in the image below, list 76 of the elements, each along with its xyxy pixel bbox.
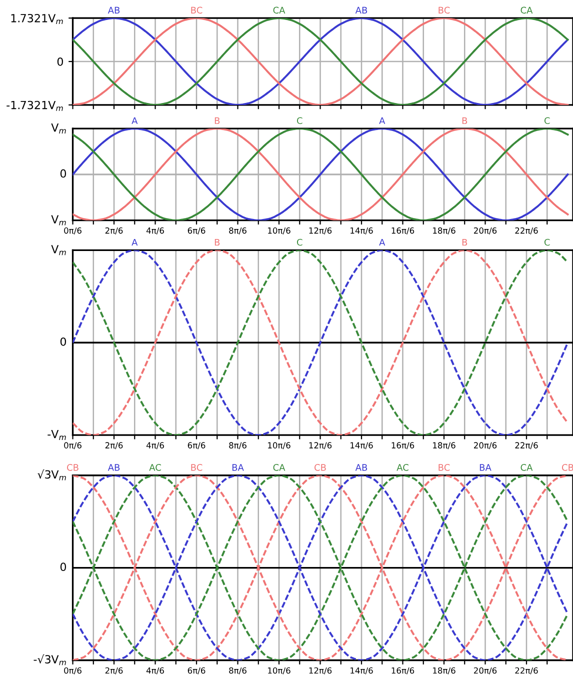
x-tick-label: 10π/6 <box>268 442 290 450</box>
x-tick-label: 18π/6 <box>433 442 456 450</box>
text: BC <box>438 464 450 471</box>
text: V$_{m}$ <box>51 245 66 256</box>
text: -V$_{m}$ <box>48 430 66 440</box>
x-tick-label: 22π/6 <box>515 667 538 674</box>
series-label: BA <box>480 464 492 471</box>
x-tick-label: 12π/6 <box>309 227 332 234</box>
x-tick-label: 4π/6 <box>146 227 164 234</box>
x-tick-label: 6π/6 <box>188 227 206 234</box>
x-tick-label: 10π/6 <box>268 667 290 674</box>
x-tick-label: 0π/6 <box>64 227 82 234</box>
text: A <box>379 238 386 246</box>
text: -√3V$_{m}$ <box>34 654 66 666</box>
x-tick-label: 22π/6 <box>515 227 538 234</box>
y-tick-label: -1.7321V$_{m}$ <box>6 100 63 111</box>
x-tick-label: 4π/6 <box>146 442 164 450</box>
series-label: A <box>132 117 138 124</box>
text: AB <box>355 464 368 471</box>
x-tick-label: 12π/6 <box>309 667 332 674</box>
x-tick-label: 10π/6 <box>268 227 290 234</box>
series-label: BC <box>191 6 202 14</box>
series-label: A <box>132 238 138 246</box>
text: CB <box>67 464 78 471</box>
y-tick-label: 0 <box>57 57 64 66</box>
text: CB <box>562 464 573 471</box>
x-tick-label: 14π/6 <box>350 227 373 234</box>
x-tick-label: 2π/6 <box>105 442 123 450</box>
x-tick-label: 20π/6 <box>474 667 497 674</box>
series-label: B <box>462 238 468 246</box>
text: B <box>214 238 220 246</box>
series-label: B <box>462 117 468 124</box>
x-tick-label: 16π/6 <box>392 667 414 674</box>
text: √3V$_{m}$ <box>38 469 66 480</box>
y-tick-label: 1.7321V$_{m}$ <box>11 14 63 24</box>
x-tick-label: 22π/6 <box>515 442 538 450</box>
series-label: CB <box>314 464 326 471</box>
x-tick-label: 0π/6 <box>64 442 82 450</box>
x-tick-label: 2π/6 <box>105 667 123 674</box>
x-tick-label: 20π/6 <box>474 227 497 234</box>
text: AC <box>149 464 161 471</box>
x-tick-label: 16π/6 <box>392 442 414 450</box>
x-tick-label: 18π/6 <box>433 667 456 674</box>
series-label: C <box>544 117 550 124</box>
text: V$_{m}$ <box>51 215 66 226</box>
series-label: AB <box>108 464 120 471</box>
text: CA <box>520 6 533 14</box>
text: V$_{m}$ <box>51 124 66 134</box>
x-tick-label: 2π/6 <box>105 227 123 234</box>
series-label: CA <box>273 6 286 14</box>
text: BA <box>232 464 244 471</box>
series-label: CA <box>273 464 286 471</box>
x-tick-label: 0π/6 <box>64 667 82 674</box>
text: C <box>296 117 302 124</box>
x-tick-label: 8π/6 <box>229 442 246 450</box>
text: BC <box>438 6 450 14</box>
x-tick-label: 12π/6 <box>309 442 332 450</box>
series-label: AC <box>396 464 408 471</box>
text: C <box>296 238 302 246</box>
x-tick-label: 14π/6 <box>350 667 373 674</box>
x-tick-label: 6π/6 <box>188 442 206 450</box>
x-tick-label: 6π/6 <box>188 667 206 674</box>
x-tick-label: 14π/6 <box>350 442 373 450</box>
x-tick-label: 4π/6 <box>146 667 164 674</box>
text: A <box>379 117 386 124</box>
series-label: AB <box>108 6 120 14</box>
x-tick-label: 8π/6 <box>229 227 246 234</box>
series-label: BC <box>191 464 202 471</box>
series-label: C <box>544 238 550 246</box>
x-tick-label: 18π/6 <box>433 227 456 234</box>
text: B <box>214 117 220 124</box>
text: CA <box>520 464 533 471</box>
x-tick-label: 8π/6 <box>229 667 246 674</box>
x-tick-label: 16π/6 <box>392 227 414 234</box>
text: AB <box>355 6 368 14</box>
x-tick-label: 20π/6 <box>474 442 497 450</box>
